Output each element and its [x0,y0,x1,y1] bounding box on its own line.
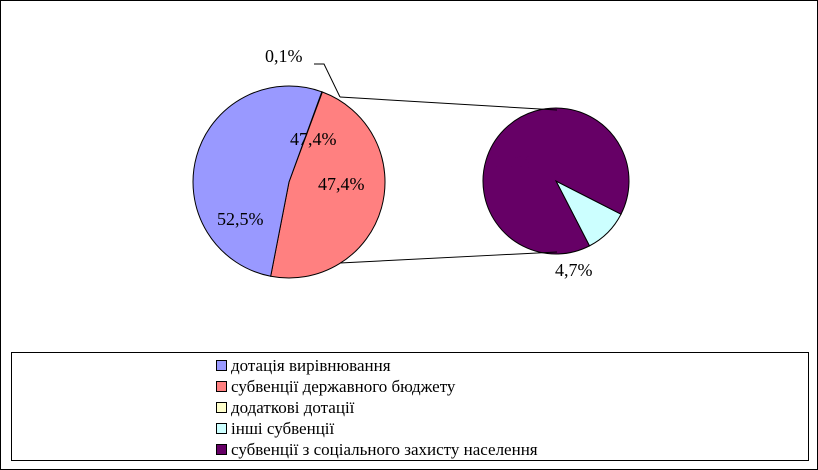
legend-swatch [216,402,227,413]
data-labels: 0,1% 47,4% 47,4% 52,5% 42,7% 4,7% [217,46,593,280]
data-label-blue-slice: 52,5% [217,209,264,229]
data-label-small-slice: 0,1% [265,46,303,66]
connector-lines [314,63,558,264]
legend-item: інші субвенції [216,418,538,439]
pie-of-pie-chart: 0,1% 47,4% 47,4% 52,5% 42,7% 4,7% [192,46,630,280]
legend-swatch [216,444,227,455]
data-label-purple-slice: 42,7% [485,152,532,172]
main-pie-slice-0 [192,85,323,277]
legend-item: дотація вирівнювання [216,355,538,376]
legend-label: субвенції державного бюджету [231,376,456,396]
legend-label: субвенції з соціального захисту населенн… [231,439,538,459]
connector-line-top [339,96,558,111]
legend-label: дотація вирівнювання [231,355,391,375]
legend-item: субвенції державного бюджету [216,376,538,397]
data-label-inner: 47,4% [290,129,337,149]
legend-swatch [216,381,227,392]
legend-label: інші субвенції [231,418,335,438]
legend-item: субвенції з соціального захисту населенн… [216,439,538,460]
data-label-red-slice: 47,4% [318,174,365,194]
legend-list: дотація вирівнювання субвенції державного… [216,355,538,460]
legend-swatch [216,423,227,434]
leader-line-small-slice [314,63,341,98]
main-pie-slice-1 [270,91,386,279]
secondary-pie-slice-0 [482,107,630,255]
main-pie [192,85,386,279]
connector-line-bottom [339,251,558,264]
legend: дотація вирівнювання субвенції державного… [11,352,809,461]
legend-label: додаткові дотації [231,397,355,417]
data-label-cyan-slice: 4,7% [555,260,593,280]
legend-swatch [216,360,227,371]
secondary-pie [482,107,630,255]
legend-item: додаткові дотації [216,397,538,418]
